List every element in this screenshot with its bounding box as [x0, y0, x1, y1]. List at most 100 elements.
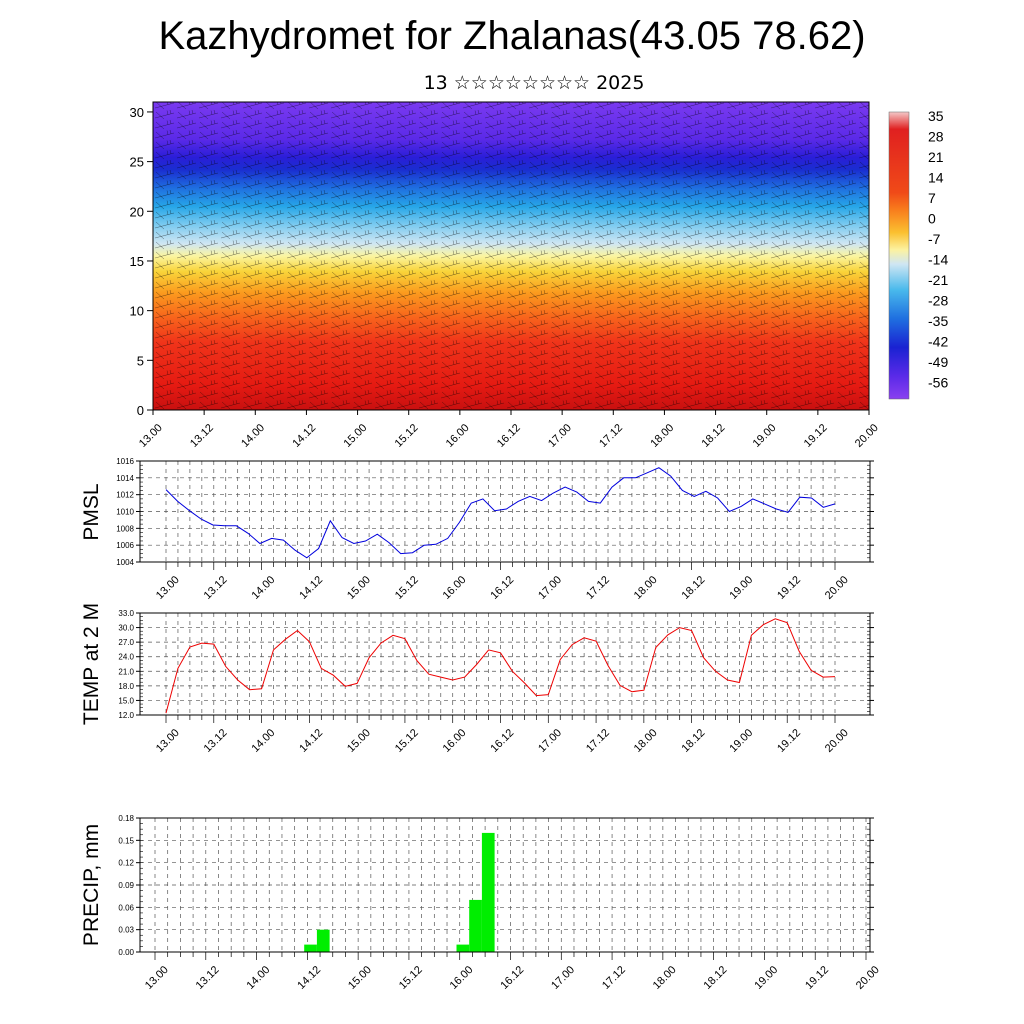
- x-tick-label: 15.12: [397, 964, 425, 992]
- x-tick-label: 18.12: [702, 964, 730, 992]
- precip-bar: [481, 832, 495, 952]
- x-tick-label: 16.12: [488, 727, 516, 755]
- x-tick-label: 14.00: [249, 727, 277, 755]
- colorbar-label: -56: [928, 375, 948, 391]
- colorbar: 35 28 21 14 7 0 -7 -14 -21 -28 -35 -42 -49 -56: [888, 108, 948, 400]
- x-tick-label: 17.00: [549, 964, 577, 992]
- colorbar-label: -49: [928, 354, 948, 370]
- colorbar-label: -21: [928, 272, 948, 288]
- y-tick-label: 30.0: [118, 624, 134, 633]
- x-tick-label: 20.00: [823, 574, 851, 602]
- x-tick-label: 14.12: [297, 727, 325, 755]
- y-tick-label: 1004: [116, 558, 134, 567]
- colorbar-label: -28: [928, 293, 948, 309]
- x-tick-label: 17.12: [584, 727, 612, 755]
- y-tick-label: 24.0: [118, 653, 134, 662]
- precip-bars: [304, 832, 495, 952]
- x-tick-label: 15.12: [393, 574, 421, 602]
- x-tick-label: 18.00: [632, 574, 660, 602]
- y-tick-label: 15.0: [118, 696, 134, 705]
- x-tick-label: 13.12: [194, 964, 222, 992]
- y-tick-label: 0.12: [118, 859, 134, 868]
- temp-grid: [140, 612, 870, 716]
- y-tick-label: 12.0: [118, 711, 134, 720]
- precip-ylabel: PRECIP, mm: [80, 824, 103, 946]
- x-tick-label: 14.12: [295, 964, 323, 992]
- x-tick-label: 17.00: [536, 727, 564, 755]
- pmsl-grid: [140, 460, 870, 563]
- x-tick-label: 16.00: [441, 727, 469, 755]
- x-tick-label: 17.00: [536, 574, 564, 602]
- x-tick-label: 18.00: [651, 964, 679, 992]
- heatmap-y-tick-label: 30: [130, 105, 144, 120]
- x-tick-label: 13.12: [202, 727, 230, 755]
- pmsl-panel: PMSL 1016 1014 1012 1010 1008 1006 1004 13.00 13…: [80, 457, 874, 602]
- colorbar-label: -14: [928, 252, 948, 268]
- colorbar-labels: 35 28 21 14 7 0 -7 -14 -21 -28 -35 -42 -49 -56: [928, 108, 948, 391]
- x-tick-label: 14.00: [249, 574, 277, 602]
- colorbar-bar: [888, 111, 910, 400]
- pmsl-series-line: [165, 467, 836, 559]
- x-tick-label: 13.00: [154, 574, 182, 602]
- colorbar-label: 21: [928, 149, 944, 165]
- colorbar-label: -42: [928, 334, 948, 350]
- y-tick-label: 1014: [116, 474, 134, 483]
- heatmap-x-tick-label: 18.00: [648, 422, 676, 450]
- y-tick-label: 33.0: [118, 609, 134, 618]
- precip-bar: [316, 929, 330, 952]
- heatmap-x-tick-label: 18.12: [699, 422, 727, 450]
- heatmap-x-tick-label: 19.00: [751, 422, 779, 450]
- y-tick-label: 1010: [116, 508, 134, 517]
- colorbar-label: 28: [928, 129, 944, 145]
- heatmap-x-tick-label: 17.12: [597, 422, 625, 450]
- heatmap-y-tick-label: 25: [130, 155, 144, 170]
- y-tick-label: 1012: [116, 491, 134, 500]
- x-tick-label: 16.12: [488, 574, 516, 602]
- heatmap-panel: 0 5 10 15 20 25 30 13.00 13.12 14.00 14.12 15.00 15…: [130, 101, 881, 450]
- y-tick-label: 1016: [116, 457, 134, 466]
- temp-axes: 33.0 30.0 27.0 24.0 21.0 18.0 15.0 12.0 13.00 13.…: [118, 609, 874, 755]
- x-tick-label: 20.00: [823, 727, 851, 755]
- heatmap-y-tick-label: 15: [130, 254, 144, 269]
- precip-panel: PRECIP, mm 0.18 0.15 0.12 0.09 0.06 0.03 0.00 1…: [80, 814, 882, 992]
- heatmap-x-tick-label: 14.12: [290, 422, 318, 450]
- x-tick-label: 18.12: [680, 727, 708, 755]
- heatmap-x-tick-label: 15.00: [341, 422, 369, 450]
- x-tick-label: 20.00: [854, 964, 882, 992]
- x-tick-label: 13.12: [202, 574, 230, 602]
- x-tick-label: 13.00: [143, 964, 171, 992]
- y-tick-label: 21.0: [118, 667, 134, 676]
- x-tick-label: 16.00: [448, 964, 476, 992]
- temp-series-line: [165, 618, 836, 714]
- y-tick-label: 18.0: [118, 682, 134, 691]
- x-tick-label: 15.00: [345, 727, 373, 755]
- x-tick-label: 19.12: [775, 574, 803, 602]
- x-tick-label: 19.12: [775, 727, 803, 755]
- chart-title: Kazhydromet for Zhalanas(43.05 78.62): [158, 14, 866, 58]
- colorbar-label: 0: [928, 211, 936, 227]
- heatmap-y-axis: 0 5 10 15 20 25 30: [130, 105, 153, 418]
- temp-panel: TEMP at 2 M 33.0 30.0 27.0 24.0 21.0 18.0 15.0…: [80, 603, 874, 755]
- pmsl-axes: 1016 1014 1012 1010 1008 1006 1004 13.00 13.12 14…: [116, 457, 874, 602]
- x-tick-label: 16.12: [498, 964, 526, 992]
- x-tick-label: 14.12: [297, 574, 325, 602]
- heatmap-x-tick-label: 17.00: [546, 422, 574, 450]
- colorbar-label: -35: [928, 313, 948, 329]
- colorbar-label: 35: [928, 108, 944, 124]
- heatmap-x-tick-label: 20.00: [853, 422, 881, 450]
- x-tick-label: 13.00: [154, 727, 182, 755]
- x-tick-label: 17.12: [600, 964, 628, 992]
- precip-bar: [456, 944, 470, 952]
- y-tick-label: 1006: [116, 541, 134, 550]
- y-tick-label: 0.03: [118, 926, 134, 935]
- temp-ylabel: TEMP at 2 M: [80, 603, 103, 725]
- x-tick-label: 15.00: [345, 574, 373, 602]
- precip-grid: [140, 817, 870, 953]
- precip-bar: [304, 944, 317, 952]
- y-tick-label: 0.06: [118, 903, 134, 912]
- y-tick-label: 0.18: [118, 814, 134, 823]
- heatmap-x-tick-label: 19.12: [802, 422, 830, 450]
- y-tick-label: 0.09: [118, 881, 134, 890]
- x-tick-label: 19.12: [803, 964, 831, 992]
